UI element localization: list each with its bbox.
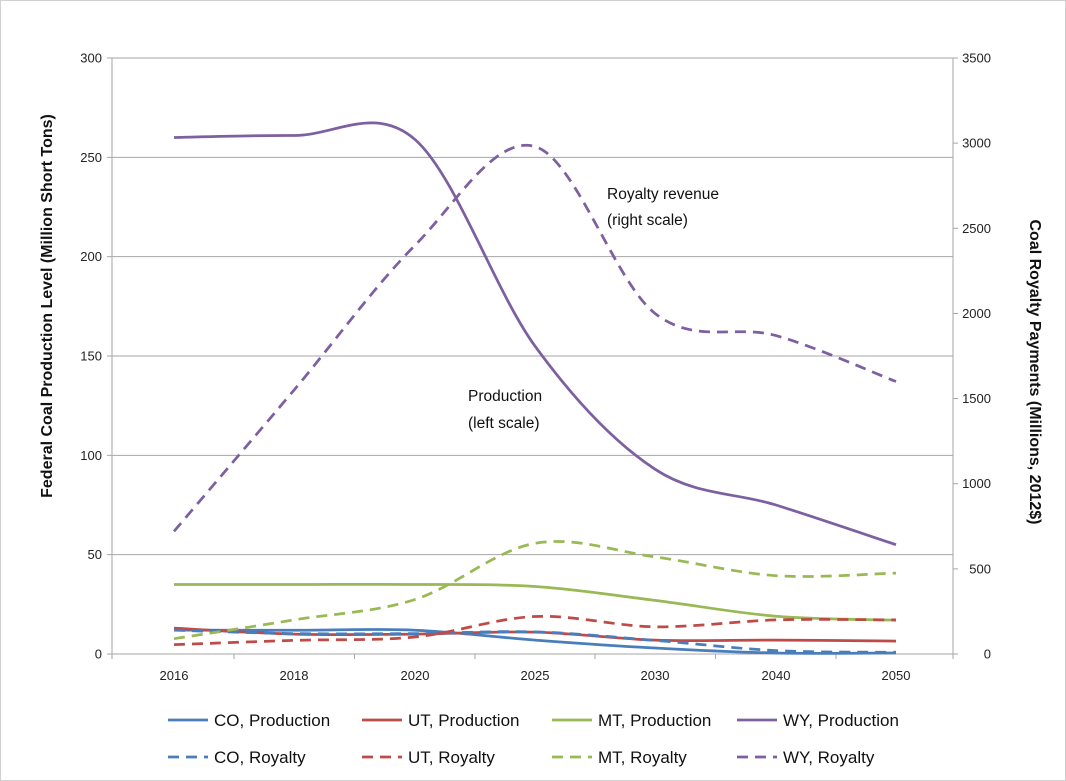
legend-label-ut-production: UT, Production bbox=[408, 711, 520, 730]
x-tick-label-2040: 2040 bbox=[762, 668, 791, 683]
left-tick-label-0: 0 bbox=[95, 647, 102, 662]
legend: CO, Production UT, Production MT, Producti… bbox=[168, 711, 899, 767]
left-tick-label-250: 250 bbox=[80, 150, 102, 165]
left-tick-label-100: 100 bbox=[80, 448, 102, 463]
right-axis-ticks: 0 500 1000 1500 2000 2500 3000 3500 bbox=[953, 51, 991, 662]
legend-label-ut-royalty: UT, Royalty bbox=[408, 748, 495, 767]
series-line-ut-royalty bbox=[173, 614, 897, 647]
series-line-mt-production bbox=[173, 582, 897, 622]
right-tick-label-3000: 3000 bbox=[962, 136, 991, 151]
x-axis-ticks: 2016 2018 2020 2025 2030 2040 2050 bbox=[111, 654, 954, 683]
right-tick-label-0: 0 bbox=[984, 647, 991, 662]
annotation-production-line2: (left scale) bbox=[468, 415, 540, 432]
legend-label-co-royalty: CO, Royalty bbox=[214, 748, 306, 767]
series-lines bbox=[172, 121, 897, 655]
legend-label-co-production: CO, Production bbox=[214, 711, 330, 730]
x-tick-label-2020: 2020 bbox=[401, 668, 430, 683]
left-tick-label-150: 150 bbox=[80, 349, 102, 364]
x-tick-label-2025: 2025 bbox=[521, 668, 550, 683]
series-line-wy-production bbox=[173, 121, 897, 547]
series-line-mt-royalty bbox=[173, 540, 897, 641]
left-axis-title: Federal Coal Production Level (Million S… bbox=[39, 114, 56, 498]
series-line-co-production bbox=[173, 628, 897, 655]
legend-label-wy-royalty: WY, Royalty bbox=[783, 748, 875, 767]
right-tick-label-2500: 2500 bbox=[962, 221, 991, 236]
x-tick-label-2050: 2050 bbox=[882, 668, 911, 683]
annotation-royalty-line2: (right scale) bbox=[607, 212, 688, 229]
right-axis-title: Coal Royalty Payments (Millions, 2012$) bbox=[1026, 220, 1043, 525]
series-line-wy-royalty bbox=[172, 143, 897, 533]
right-tick-label-3500: 3500 bbox=[962, 51, 991, 66]
right-tick-label-1000: 1000 bbox=[962, 476, 991, 491]
legend-label-wy-production: WY, Production bbox=[783, 711, 899, 730]
left-tick-label-200: 200 bbox=[80, 249, 102, 264]
annotation-royalty-line1: Royalty revenue bbox=[607, 186, 719, 203]
left-tick-label-50: 50 bbox=[88, 547, 102, 562]
right-tick-label-1500: 1500 bbox=[962, 391, 991, 406]
x-tick-label-2016: 2016 bbox=[160, 668, 189, 683]
right-tick-label-2000: 2000 bbox=[962, 306, 991, 321]
annotation-production-line1: Production bbox=[468, 388, 542, 405]
gridlines bbox=[112, 57, 953, 556]
x-tick-label-2018: 2018 bbox=[280, 668, 309, 683]
left-axis-ticks: 0 50 100 150 200 250 300 bbox=[80, 51, 112, 662]
legend-label-mt-royalty: MT, Royalty bbox=[598, 748, 687, 767]
legend-label-mt-production: MT, Production bbox=[598, 711, 711, 730]
series-line-co-royalty bbox=[173, 628, 897, 654]
left-tick-label-300: 300 bbox=[80, 51, 102, 66]
right-tick-label-500: 500 bbox=[969, 561, 991, 576]
x-tick-label-2030: 2030 bbox=[641, 668, 670, 683]
